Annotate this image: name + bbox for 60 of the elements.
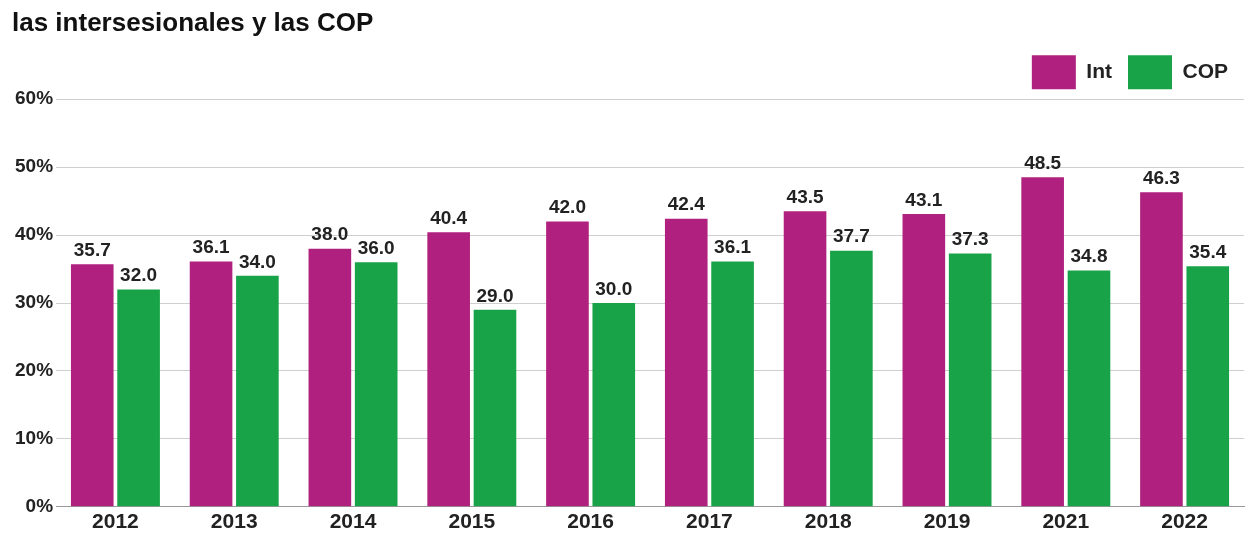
x-tick-label: 2012 bbox=[92, 509, 139, 533]
bar bbox=[546, 221, 589, 507]
bar bbox=[189, 261, 233, 507]
bar bbox=[70, 264, 114, 507]
data-label: 42.4 bbox=[667, 193, 706, 215]
x-tick-label: 2014 bbox=[329, 509, 377, 533]
data-label: 40.4 bbox=[430, 207, 468, 229]
data-label: 34.8 bbox=[1070, 245, 1108, 267]
bar bbox=[1067, 270, 1111, 507]
data-label: 48.5 bbox=[1024, 152, 1062, 174]
data-label: 35.4 bbox=[1189, 241, 1227, 263]
bar bbox=[783, 211, 827, 507]
data-label: 36.0 bbox=[357, 236, 395, 258]
data-label: 38.0 bbox=[311, 223, 349, 245]
y-tick-label: 60% bbox=[15, 87, 54, 109]
legend-label: COP bbox=[1182, 59, 1229, 82]
data-label: 42.0 bbox=[548, 196, 586, 218]
x-tick-label: 2016 bbox=[567, 509, 614, 533]
data-label: 32.0 bbox=[120, 264, 158, 286]
data-label: 37.7 bbox=[832, 225, 870, 247]
x-tick-label: 2013 bbox=[210, 509, 258, 533]
data-label: 43.5 bbox=[786, 186, 824, 208]
bar bbox=[1186, 266, 1230, 507]
bar bbox=[308, 248, 352, 507]
y-tick-label: 40% bbox=[15, 223, 54, 245]
x-tick-label: 2018 bbox=[804, 509, 852, 533]
chart-title: las intersesionales y las COP bbox=[12, 6, 374, 37]
bar bbox=[1021, 177, 1064, 507]
bar bbox=[427, 232, 470, 507]
bar bbox=[902, 214, 946, 507]
x-tick-label: 2022 bbox=[1161, 509, 1208, 533]
data-label: 35.7 bbox=[73, 239, 111, 261]
y-tick-label: 50% bbox=[15, 155, 54, 177]
data-label: 36.1 bbox=[192, 236, 230, 258]
data-label: 43.1 bbox=[905, 188, 943, 210]
y-tick-label: 20% bbox=[15, 359, 54, 381]
bar bbox=[473, 309, 517, 507]
legend-label: Int bbox=[1086, 59, 1112, 82]
data-label: 30.0 bbox=[595, 277, 633, 299]
x-tick-label: 2021 bbox=[1042, 509, 1090, 533]
y-tick-label: 10% bbox=[15, 427, 54, 449]
bar bbox=[948, 253, 992, 507]
data-label: 34.0 bbox=[238, 250, 276, 272]
bar bbox=[354, 262, 398, 507]
bar bbox=[830, 250, 873, 507]
bar bbox=[1140, 192, 1183, 507]
x-tick-label: 2017 bbox=[686, 509, 733, 533]
y-tick-label: 0% bbox=[25, 495, 54, 517]
x-tick-label: 2015 bbox=[448, 509, 496, 533]
data-label: 46.3 bbox=[1142, 167, 1180, 188]
bar bbox=[664, 218, 708, 507]
data-label: 37.3 bbox=[951, 228, 989, 250]
bar bbox=[236, 275, 279, 507]
data-label: 29.0 bbox=[476, 284, 514, 306]
bar bbox=[711, 261, 754, 507]
data-label: 36.1 bbox=[714, 236, 752, 258]
bar bbox=[592, 303, 636, 507]
bar bbox=[117, 289, 160, 507]
x-tick-label: 2019 bbox=[923, 509, 971, 533]
y-tick-label: 30% bbox=[15, 291, 54, 313]
